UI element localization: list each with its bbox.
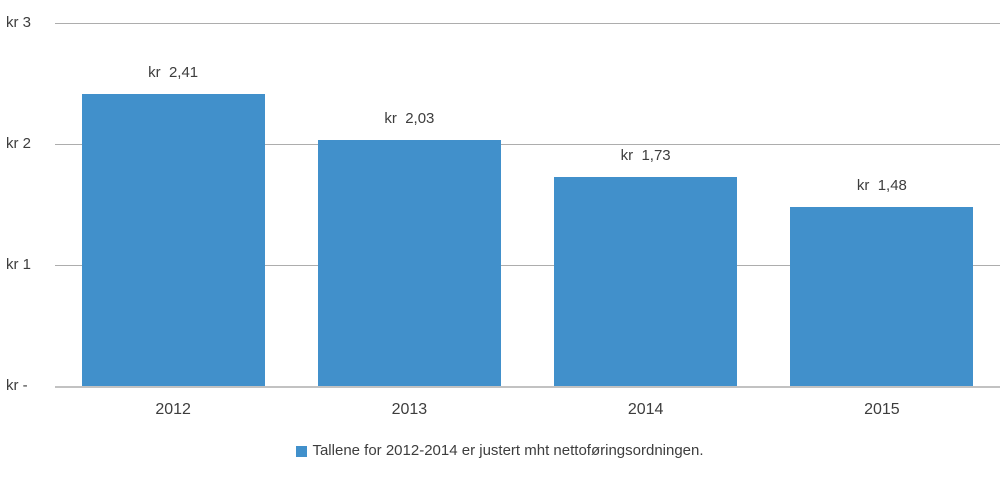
x-tick-label-2013: 2013: [391, 401, 428, 418]
x-tick-label-2014: 2014: [627, 401, 664, 418]
bar-2014: [554, 176, 738, 386]
y-tick-label-1: kr 1: [6, 256, 32, 273]
x-tick-label-2012: 2012: [155, 401, 191, 418]
legend-swatch-icon: [296, 445, 308, 457]
gridline-3: [55, 23, 1000, 24]
bar-value-label-2013: kr 2,03: [384, 110, 435, 128]
y-tick-label-2: kr 2: [6, 135, 32, 152]
bar-value-label-2012: kr 2,41: [148, 64, 199, 82]
bar-value-label-2015: kr 1,48: [856, 176, 907, 194]
bar-value-label-2014: kr 1,73: [620, 146, 671, 164]
y-tick-label-3: kr 3: [6, 14, 32, 31]
x-tick-label-2015: 2015: [864, 401, 900, 418]
gridline-2: [55, 144, 1000, 145]
bar-2015: [790, 206, 974, 386]
legend-label: Tallene for 2012-2014 er justert mht net…: [312, 442, 704, 459]
y-tick-label-0: kr -: [6, 377, 28, 394]
legend: Tallene for 2012-2014 er justert mht net…: [0, 442, 1000, 460]
gridline-0: [55, 386, 1000, 388]
gridline-1: [55, 265, 1000, 266]
bar-2012: [81, 94, 265, 386]
bar-2013: [317, 140, 501, 386]
